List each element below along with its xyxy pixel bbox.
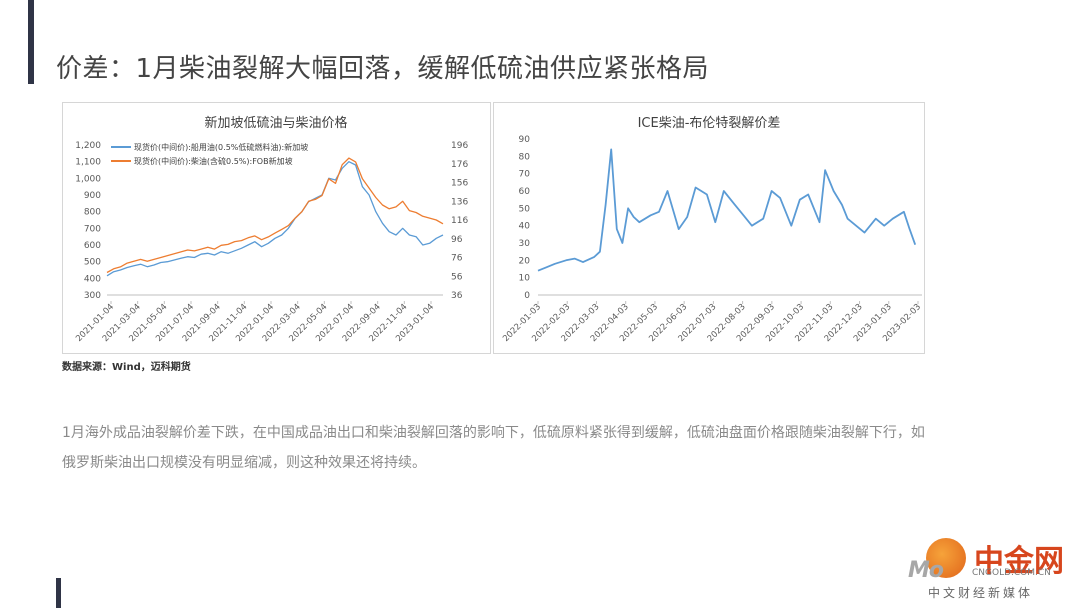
y-tick-label: 80 bbox=[519, 152, 531, 162]
series-line bbox=[537, 148, 917, 272]
watermark-subtitle: 中文财经新媒体 bbox=[928, 586, 1034, 600]
chart-singapore-prices-svg: 新加坡低硫油与柴油价格 300 400 500 600 700 800 900 1,000 1,1… bbox=[74, 115, 468, 344]
y-left-tick-label: 1,000 bbox=[75, 174, 101, 184]
y-left-tick-label: 500 bbox=[84, 258, 101, 268]
y-left-tick-label: 900 bbox=[84, 191, 101, 201]
data-source-note: 数据来源：Wind，迈科期货 bbox=[62, 362, 191, 373]
y-left-tick-label: 1,100 bbox=[75, 158, 101, 168]
legend-label: 现货价(中间价):柴油(含硫0.5%):FOB新加坡 bbox=[134, 156, 293, 166]
watermark-brand: 中金网 bbox=[974, 544, 1064, 579]
y-left-tick-label: 1,200 bbox=[75, 141, 101, 151]
y-right-tick-label: 156 bbox=[451, 179, 468, 189]
y-right-tick-label: 176 bbox=[451, 160, 468, 170]
y-left-tick-label: 600 bbox=[84, 241, 101, 251]
y-left-tick-label: 300 bbox=[84, 291, 101, 301]
watermark-logo-icon bbox=[926, 538, 966, 578]
chart-singapore-prices: 新加坡低硫油与柴油价格 300 400 500 600 700 800 900 1,000 1,1… bbox=[62, 102, 491, 354]
chart-title: ICE柴油-布伦特裂解价差 bbox=[638, 116, 781, 131]
watermark-domain: CNGOLD.COM.CN bbox=[972, 568, 1051, 578]
watermark-logo-text: Mo bbox=[908, 558, 944, 583]
title-accent-bar bbox=[28, 0, 34, 84]
legend-label: 现货价(中间价):船用油(0.5%低硫燃料油):新加坡 bbox=[134, 142, 308, 152]
series-line-right bbox=[106, 157, 444, 274]
y-right-tick-label: 136 bbox=[451, 197, 468, 207]
y-tick-label: 60 bbox=[519, 187, 531, 197]
chart-ice-crack-spread-svg: ICE柴油-布伦特裂解价差01020304050607080902022-01-… bbox=[501, 116, 923, 344]
series-line-left bbox=[106, 161, 444, 277]
y-right-tick-label: 196 bbox=[451, 141, 468, 151]
y-right-tick-label: 36 bbox=[451, 291, 463, 301]
y-tick-label: 0 bbox=[524, 291, 530, 301]
y-tick-label: 40 bbox=[519, 222, 531, 232]
y-right-tick-label: 116 bbox=[451, 216, 468, 226]
y-right-tick-label: 56 bbox=[451, 272, 463, 282]
y-tick-label: 50 bbox=[519, 204, 531, 214]
y-tick-label: 30 bbox=[519, 239, 531, 249]
page-title: 价差：1月柴油裂解大幅回落，缓解低硫油供应紧张格局 bbox=[56, 54, 710, 84]
y-tick-label: 20 bbox=[519, 256, 531, 266]
y-left-tick-label: 400 bbox=[84, 274, 101, 284]
body-paragraph: 1月海外成品油裂解价差下跌，在中国成品油出口和柴油裂解回落的影响下，低硫原料紧张… bbox=[62, 425, 925, 471]
y-tick-label: 70 bbox=[519, 170, 531, 180]
y-right-tick-label: 76 bbox=[451, 254, 463, 264]
chart-title: 新加坡低硫油与柴油价格 bbox=[204, 115, 347, 131]
watermark: Mo 中金网 CNGOLD.COM.CN 中文财经新媒体 bbox=[900, 534, 1078, 604]
y-right-tick-label: 96 bbox=[451, 235, 463, 245]
y-tick-label: 10 bbox=[519, 274, 531, 284]
y-left-tick-label: 800 bbox=[84, 208, 101, 218]
y-tick-label: 90 bbox=[519, 135, 531, 145]
chart-ice-crack-spread: ICE柴油-布伦特裂解价差 0 10 20 30 40 50 60 70 80 90 2022-01-… bbox=[493, 102, 925, 354]
y-left-tick-label: 700 bbox=[84, 224, 101, 234]
footer-accent-bar bbox=[56, 578, 61, 608]
